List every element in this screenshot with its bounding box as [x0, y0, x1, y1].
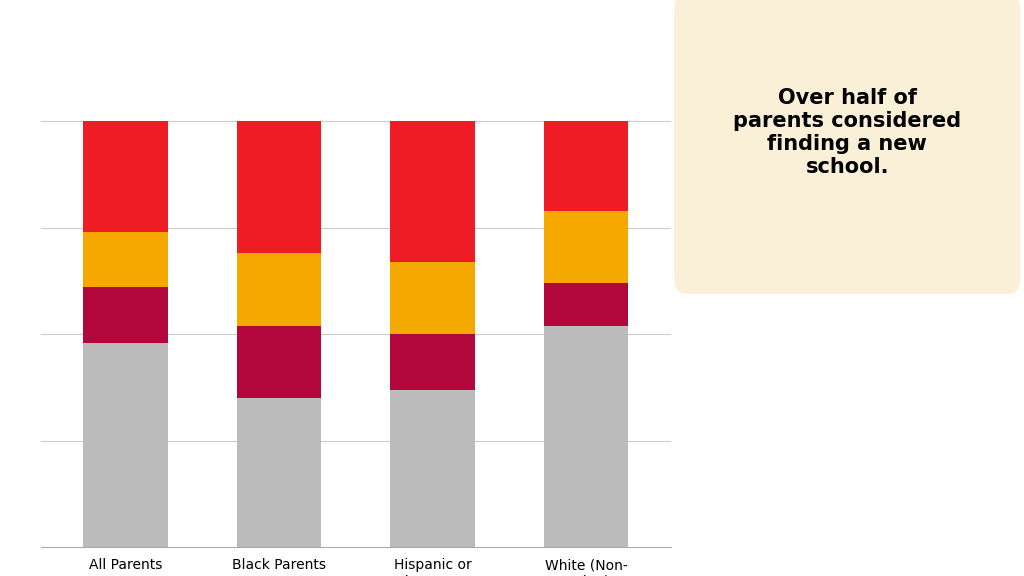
Bar — [237, 326, 322, 398]
FancyBboxPatch shape — [674, 0, 1021, 294]
Bar — [390, 390, 475, 547]
Bar — [544, 326, 629, 547]
Bar — [390, 262, 475, 334]
Bar — [544, 211, 629, 283]
Bar — [83, 343, 168, 547]
Bar — [544, 122, 629, 211]
Bar — [237, 253, 322, 326]
Text: Yes: 52%: Yes: 52% — [750, 476, 945, 514]
Text: Over half of
parents considered
finding a new
school.: Over half of parents considered finding … — [733, 88, 962, 177]
Bar — [390, 122, 475, 262]
Bar — [83, 122, 168, 232]
Bar — [83, 232, 168, 287]
Text: "At any point in the past year,
did you consider finding a
new or different scho: "At any point in the past year, did you … — [754, 321, 941, 393]
Bar — [237, 122, 322, 253]
Bar — [390, 334, 475, 390]
Text: SchoolChoiceWeek.com: SchoolChoiceWeek.com — [781, 548, 913, 558]
Bar — [544, 283, 629, 326]
Bar — [83, 287, 168, 343]
Bar — [237, 398, 322, 547]
